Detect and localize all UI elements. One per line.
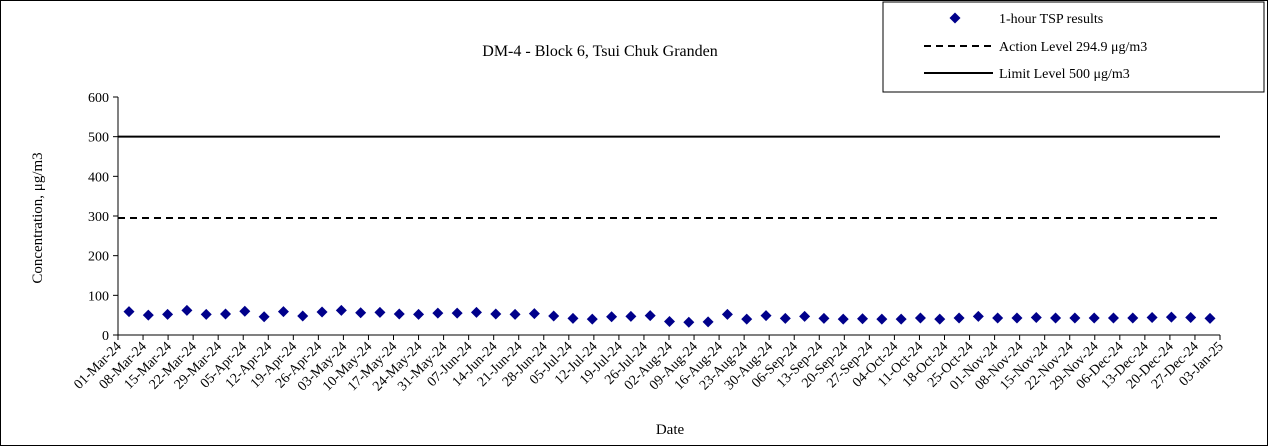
data-point — [470, 306, 482, 318]
chart-title: DM-4 - Block 6, Tsui Chuk Granden — [482, 43, 717, 60]
data-point — [914, 312, 926, 324]
data-point — [760, 310, 772, 322]
data-point — [741, 313, 753, 325]
data-point — [239, 305, 251, 317]
data-point — [721, 308, 733, 320]
data-point — [509, 308, 521, 320]
data-point — [413, 308, 425, 320]
data-point — [567, 312, 579, 324]
y-tick-label: 300 — [88, 210, 109, 225]
y-tick-label: 500 — [88, 131, 109, 146]
data-point — [258, 311, 270, 323]
data-point — [625, 310, 637, 322]
data-point — [664, 316, 675, 328]
y-axis-title: Concentration, μg/m3 — [30, 152, 46, 283]
legend-label: Action Level 294.9 μg/m3 — [999, 40, 1147, 55]
data-point — [200, 308, 212, 320]
data-point — [837, 313, 849, 325]
data-point — [992, 312, 1004, 324]
data-point — [316, 306, 328, 318]
data-point — [1088, 312, 1100, 324]
data-point — [277, 306, 289, 318]
legend-label: 1-hour TSP results — [999, 12, 1103, 27]
y-tick-label: 600 — [88, 91, 109, 106]
data-point — [683, 316, 695, 328]
legend: 1-hour TSP results Action Level 294.9 μg/… — [882, 1, 1265, 93]
data-point — [548, 310, 560, 322]
data-point — [355, 307, 367, 319]
data-point — [451, 307, 463, 319]
data-point — [1050, 312, 1062, 324]
data-point — [1146, 312, 1158, 324]
y-tick-label: 100 — [88, 289, 109, 304]
data-point — [1011, 312, 1023, 324]
legend-label: Limit Level 500 μg/m3 — [999, 67, 1130, 82]
data-point — [1107, 312, 1119, 324]
data-point — [1185, 312, 1197, 324]
data-point — [123, 306, 135, 318]
data-point — [876, 313, 888, 325]
data-point — [490, 308, 502, 320]
data-point — [1127, 312, 1139, 324]
data-point — [1165, 311, 1177, 323]
data-point — [606, 311, 618, 323]
data-point — [586, 313, 598, 325]
data-point — [142, 309, 154, 321]
legend-marker-diamond — [949, 12, 961, 24]
data-point — [181, 304, 193, 316]
data-point — [1030, 312, 1042, 324]
data-point — [702, 316, 714, 328]
data-point — [297, 310, 309, 322]
data-point — [528, 308, 540, 320]
data-point — [162, 308, 174, 320]
data-point — [779, 312, 791, 324]
data-point — [644, 310, 656, 322]
data-point — [818, 312, 830, 324]
data-point — [799, 310, 811, 322]
data-point — [857, 313, 869, 325]
y-tick-label: 200 — [88, 250, 109, 265]
data-point — [953, 312, 965, 324]
data-point — [1069, 312, 1081, 324]
x-axis-title: Date — [656, 422, 685, 438]
data-point — [895, 313, 907, 325]
data-point — [335, 304, 347, 316]
data-point — [393, 308, 405, 320]
legend-box — [882, 1, 1265, 93]
data-point — [972, 310, 984, 322]
data-point — [1204, 312, 1216, 324]
data-point — [374, 306, 386, 318]
y-tick-label: 0 — [102, 329, 109, 344]
y-tick-label: 400 — [88, 170, 109, 185]
data-point — [220, 308, 232, 320]
data-point — [934, 313, 946, 325]
data-point — [432, 307, 444, 319]
